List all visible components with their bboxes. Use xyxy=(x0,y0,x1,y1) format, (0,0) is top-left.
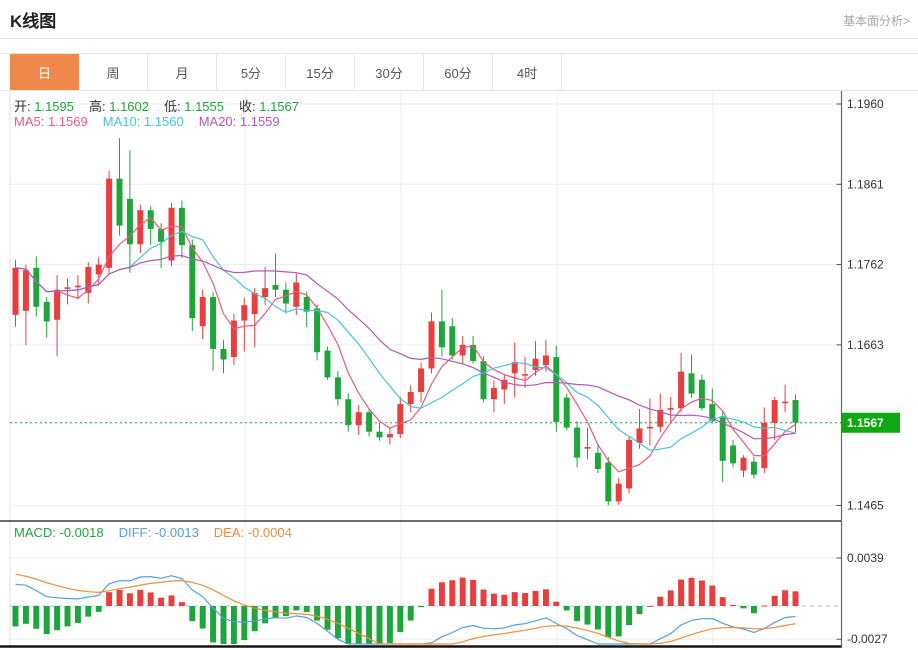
svg-text:1.1567: 1.1567 xyxy=(847,416,884,430)
tab-5min[interactable]: 5分 xyxy=(217,54,286,90)
macd-histogram xyxy=(12,577,799,644)
kline-chart-area: 1.1960 1.1861 1.1762 1.1663 1.1465 0.0039 -0.0… xyxy=(0,91,918,650)
tab-30min[interactable]: 30分 xyxy=(355,54,424,90)
tab-week[interactable]: 周 xyxy=(79,54,148,90)
candles-layer xyxy=(12,138,799,506)
tab-15min[interactable]: 15分 xyxy=(286,54,355,90)
svg-text:-0.0027: -0.0027 xyxy=(847,632,888,646)
svg-text:1.1762: 1.1762 xyxy=(847,258,884,272)
page-title: K线图 xyxy=(10,12,57,31)
macd-lines xyxy=(15,573,796,645)
axis-labels: 1.1960 1.1861 1.1762 1.1663 1.1465 0.0039 -0.0… xyxy=(836,97,888,646)
ma-lines xyxy=(15,216,796,473)
current-price-badge: 1.1567 xyxy=(842,412,900,433)
svg-text:1.1960: 1.1960 xyxy=(847,97,884,111)
page-header: K线图 基本面分析> xyxy=(0,0,918,39)
svg-text:1.1465: 1.1465 xyxy=(847,499,884,513)
tab-day[interactable]: 日 xyxy=(10,54,79,90)
candlestick-chart[interactable]: 1.1960 1.1861 1.1762 1.1663 1.1465 0.0039 -0.0… xyxy=(0,91,918,650)
tab-month[interactable]: 月 xyxy=(148,54,217,90)
svg-text:1.1663: 1.1663 xyxy=(847,338,884,352)
interval-tabbar: 日周月 5分 15分 30分 60分 4时 xyxy=(0,53,918,91)
svg-text:0.0039: 0.0039 xyxy=(847,551,884,565)
tab-4hour[interactable]: 4时 xyxy=(493,54,562,90)
svg-text:1.1861: 1.1861 xyxy=(847,177,884,191)
tab-60min[interactable]: 60分 xyxy=(424,54,493,90)
grid-lines xyxy=(9,91,842,647)
fundamental-analysis-link[interactable]: 基本面分析> xyxy=(842,14,910,28)
